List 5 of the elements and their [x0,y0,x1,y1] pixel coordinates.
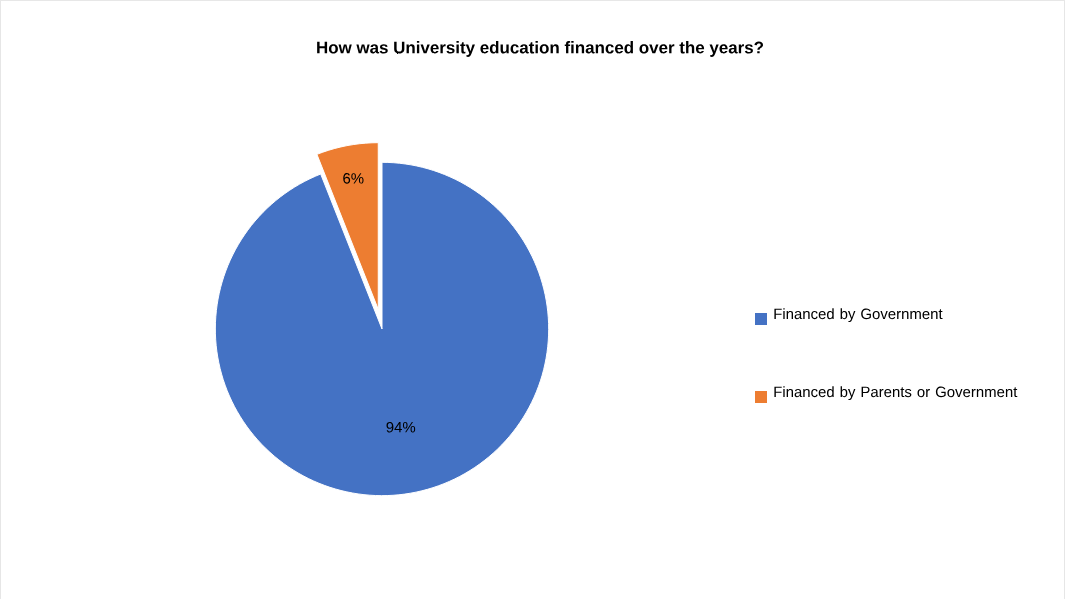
data-label: 6% [343,173,364,184]
legend-label: Financed by Parents or Government [774,386,1018,401]
legend-label: Financed by Government [774,308,943,323]
chart-title: How was University education financed over the years? [317,41,764,57]
data-label: 94% [386,421,416,433]
